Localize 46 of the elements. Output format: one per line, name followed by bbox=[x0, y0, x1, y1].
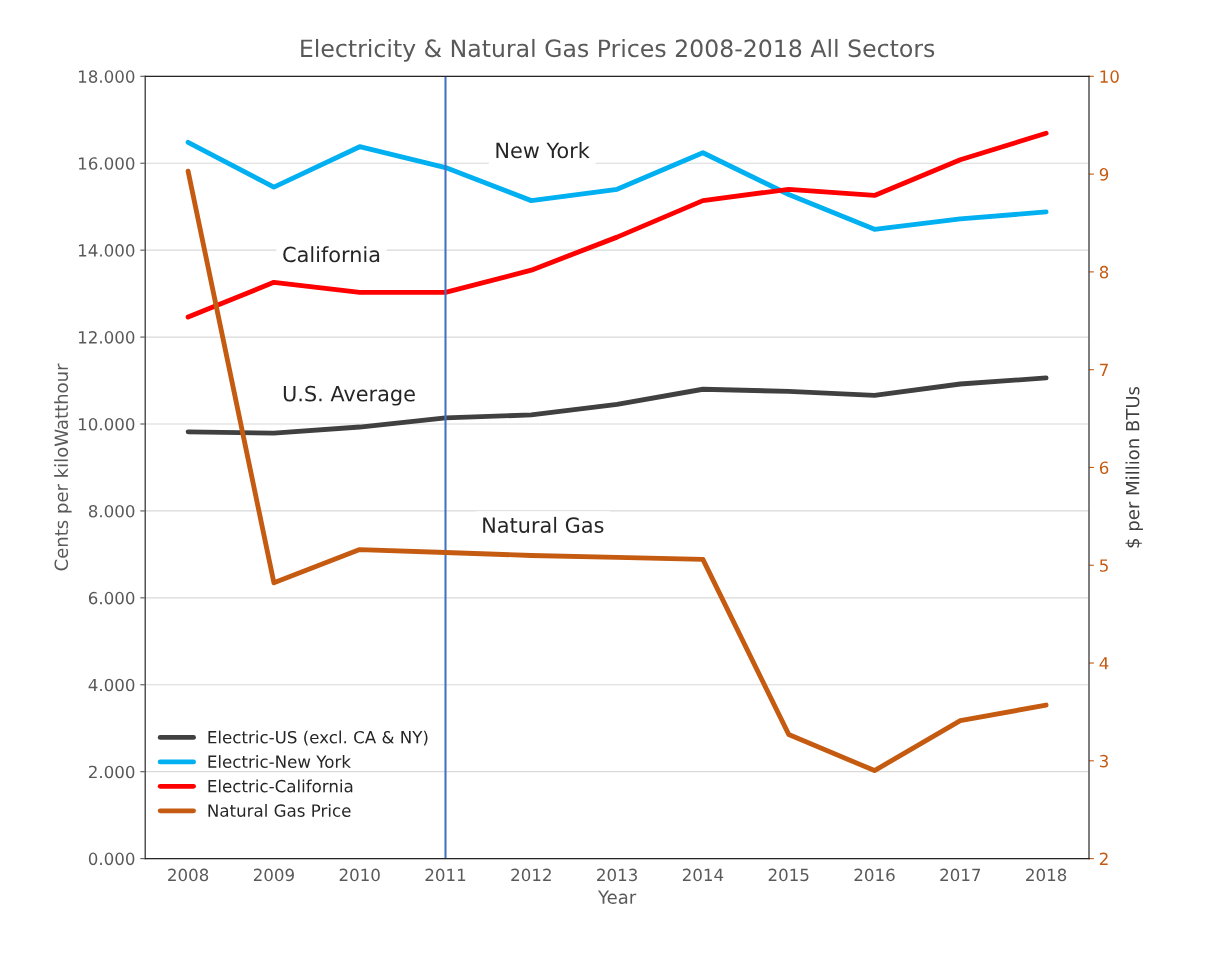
y2-tick-label: 3 bbox=[1099, 754, 1108, 768]
y2-tick-label: 4 bbox=[1099, 657, 1109, 670]
y-tick-label: 18.000 bbox=[78, 70, 135, 83]
annotation: Natural Gas bbox=[483, 516, 604, 533]
line-series bbox=[185, 130, 1049, 320]
y2-tick-label: 6 bbox=[1099, 461, 1109, 475]
y2-axis-title: $ per Million BTUs bbox=[1125, 386, 1143, 548]
legend-label: Electric-California bbox=[208, 779, 353, 793]
y-tick-label: 0.000 bbox=[88, 852, 135, 866]
x-tick-label: 2013 bbox=[597, 868, 637, 882]
legend-label: Electric-US (excl. CA & NY) bbox=[208, 730, 428, 746]
legend-label: Natural Gas Price bbox=[208, 804, 351, 817]
x-axis-title: Year bbox=[597, 890, 637, 904]
y2-tick-label: 7 bbox=[1100, 363, 1108, 377]
x-tick-label: 2016 bbox=[854, 868, 895, 882]
x-tick-label: 2008 bbox=[168, 868, 209, 882]
chart-title: Electricity & Natural Gas Prices 2008-2018 All Sectors bbox=[301, 38, 935, 62]
line-series bbox=[185, 168, 1049, 774]
annotation: California bbox=[283, 246, 380, 263]
y2-tick-label: 8 bbox=[1099, 265, 1109, 279]
x-tick-label: 2015 bbox=[768, 868, 809, 882]
x-tick-label: 2018 bbox=[1026, 868, 1067, 882]
x-tick-label: 2009 bbox=[253, 868, 294, 882]
y-tick-label: 16.000 bbox=[78, 157, 135, 170]
x-tick-label: 2014 bbox=[682, 868, 724, 882]
line-series bbox=[185, 375, 1049, 436]
y-tick-label: 2.000 bbox=[88, 765, 135, 779]
y-tick-label: 6.000 bbox=[88, 591, 135, 605]
x-tick-label: 2010 bbox=[339, 868, 380, 882]
x-tick-label: 2017 bbox=[940, 868, 981, 882]
annotation: U.S. Average bbox=[283, 385, 415, 406]
x-tick-label: 2012 bbox=[511, 868, 551, 882]
y-tick-label: 4.000 bbox=[88, 678, 135, 692]
y2-tick-label: 9 bbox=[1099, 168, 1109, 181]
y-tick-label: 8.000 bbox=[88, 504, 135, 518]
y-tick-label: 14.000 bbox=[78, 244, 135, 257]
y-axis-title: Cents per kiloWatthour bbox=[54, 363, 72, 571]
y2-tick-label: 5 bbox=[1100, 559, 1108, 572]
line-series bbox=[185, 139, 1049, 232]
y2-tick-label: 10 bbox=[1100, 70, 1119, 83]
y2-tick-label: 2 bbox=[1099, 852, 1108, 865]
legend-label: Electric-New York bbox=[208, 755, 351, 768]
y-tick-label: 10.000 bbox=[78, 417, 135, 431]
annotation: New York bbox=[496, 142, 590, 159]
x-tick-label: 2011 bbox=[425, 868, 466, 882]
y-tick-label: 12.000 bbox=[78, 331, 135, 344]
